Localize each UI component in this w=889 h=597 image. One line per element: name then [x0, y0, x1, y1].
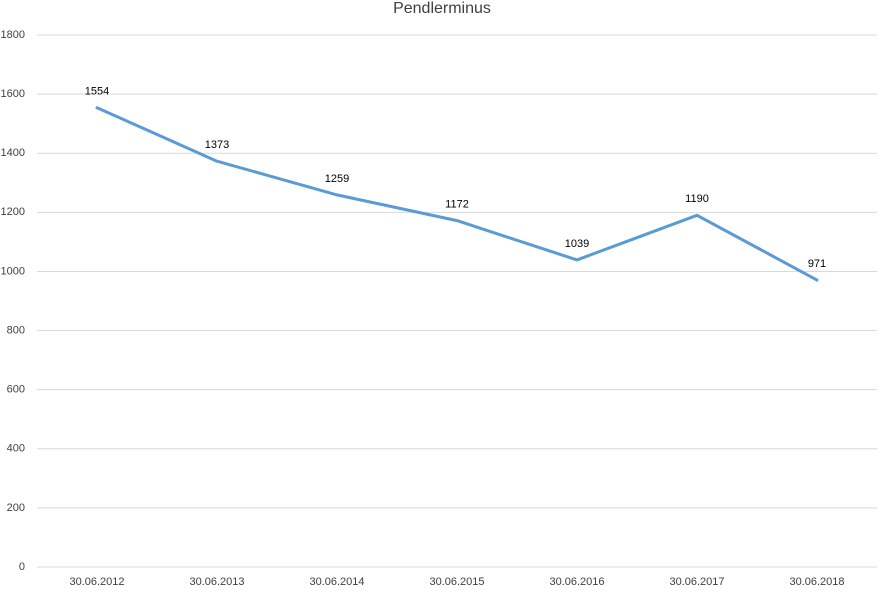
x-tick-label: 30.06.2013 [189, 576, 244, 588]
y-tick-label: 800 [7, 324, 25, 336]
data-label: 1373 [205, 139, 229, 151]
y-tick-label: 1400 [1, 147, 25, 159]
x-tick-label: 30.06.2015 [429, 576, 484, 588]
data-label: 971 [808, 258, 826, 270]
data-label: 1172 [445, 199, 469, 211]
data-line [95, 106, 819, 282]
y-tick-label: 1800 [1, 29, 25, 41]
y-tick-label: 1200 [1, 206, 25, 218]
y-tick-label: 200 [7, 502, 25, 514]
data-label: 1039 [565, 238, 589, 250]
x-tick-label: 30.06.2012 [69, 576, 124, 588]
x-tick-label: 30.06.2017 [669, 576, 724, 588]
x-tick-label: 30.06.2016 [549, 576, 604, 588]
y-tick-label: 400 [7, 443, 25, 455]
data-label: 1554 [85, 86, 109, 98]
data-label: 1190 [685, 193, 709, 205]
x-tick-label: 30.06.2014 [309, 576, 364, 588]
y-tick-label: 1000 [1, 265, 25, 277]
data-label: 1259 [325, 173, 349, 185]
y-tick-label: 0 [19, 561, 25, 573]
chart-title: Pendlerminus [393, 0, 491, 17]
x-tick-label: 30.06.2018 [789, 576, 844, 588]
y-tick-label: 1600 [1, 88, 25, 100]
y-tick-label: 600 [7, 384, 25, 396]
